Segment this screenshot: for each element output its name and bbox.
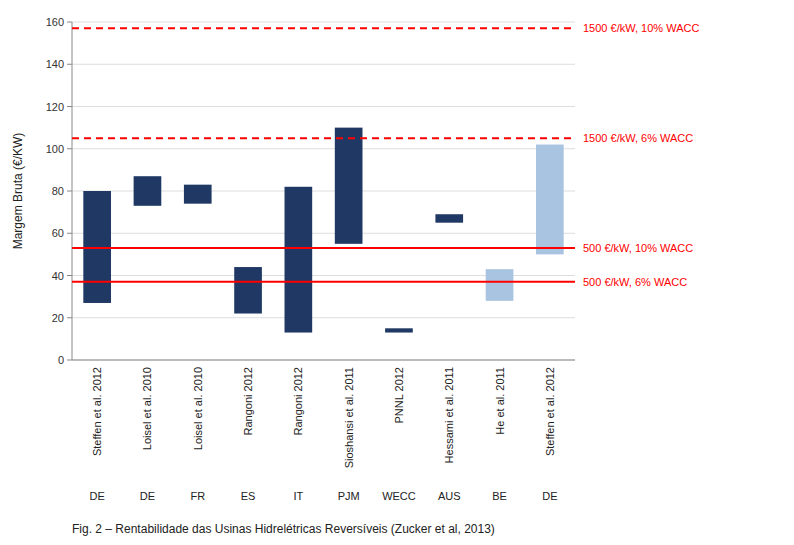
- bar: [184, 185, 212, 204]
- category-label: Sioshansi et al. 2011: [343, 367, 355, 468]
- reference-label: 1500 €/kW, 10% WACC: [583, 22, 699, 34]
- category-label: He et al. 2011: [494, 367, 506, 435]
- bar: [335, 128, 363, 244]
- tick-label: 160: [46, 16, 64, 28]
- category-label: Steffen et al. 2012: [544, 367, 556, 456]
- bar: [536, 145, 564, 255]
- reference-label: 500 €/kW, 6% WACC: [583, 276, 687, 288]
- reference-label: 500 €/kW, 10% WACC: [583, 242, 693, 254]
- subcategory-label: IT: [293, 490, 303, 502]
- grid-line: [72, 106, 575, 107]
- caption: Fig. 2 – Rentabilidade das Usinas Hidrel…: [72, 522, 495, 536]
- reference-label: 1500 €/kW, 6% WACC: [583, 132, 693, 144]
- tick-mark: [67, 64, 72, 65]
- chart: 020406080100120140160500 €/kW, 10% WACC5…: [0, 0, 794, 545]
- tick-label: 0: [58, 354, 64, 366]
- tick-mark: [67, 360, 72, 361]
- category-label: Loisel et al. 2010: [141, 367, 153, 450]
- subcategory-label: DE: [90, 490, 105, 502]
- tick-mark: [67, 191, 72, 192]
- subcategory-label: AUS: [438, 490, 461, 502]
- bar: [486, 269, 514, 301]
- subcategory-label: BE: [492, 490, 507, 502]
- bar: [83, 191, 111, 303]
- category-label: Rangoni 2012: [242, 367, 254, 436]
- tick-label: 80: [52, 185, 64, 197]
- bar: [134, 176, 162, 206]
- tick-label: 40: [52, 270, 64, 282]
- bar: [285, 187, 313, 333]
- tick-label: 60: [52, 227, 64, 239]
- bar: [435, 214, 463, 222]
- grid-line: [72, 22, 575, 23]
- tick-mark: [67, 317, 72, 318]
- x-axis: Steffen et al. 2012 Loisel et al. 2010 Loi…: [90, 367, 558, 502]
- grid-line: [72, 148, 575, 149]
- tick-label: 120: [46, 101, 64, 113]
- reference-line: [72, 281, 575, 283]
- subcategory-label: WECC: [382, 490, 416, 502]
- category-label: Rangoni 2012: [292, 367, 304, 436]
- grid-line: [72, 64, 575, 65]
- reference-line: [72, 247, 575, 249]
- reference-labels: 500 €/kW, 10% WACC 500 €/kW, 6% WACC 1500 …: [583, 22, 699, 288]
- tick-label: 100: [46, 143, 64, 155]
- bar: [385, 328, 413, 332]
- subcategory-label: FR: [190, 490, 205, 502]
- bar: [234, 267, 262, 313]
- x-axis-line: [72, 360, 575, 361]
- reference-lines: [72, 28, 575, 282]
- y-axis-line: [72, 22, 73, 360]
- subcategory-label: ES: [241, 490, 256, 502]
- y-axis: 0 20 40 60 80 100 120 140 160: [46, 16, 72, 366]
- grid-line: [72, 233, 575, 234]
- tick-label: 140: [46, 58, 64, 70]
- bars: [83, 128, 563, 333]
- reference-line: [72, 137, 575, 139]
- grid-line: [72, 360, 575, 361]
- tick-mark: [67, 233, 72, 234]
- reference-line: [72, 27, 575, 29]
- subcategory-label: DE: [140, 490, 155, 502]
- tick-mark: [67, 148, 72, 149]
- tick-mark: [67, 22, 72, 23]
- grid: [72, 22, 575, 360]
- category-label: Steffen et al. 2012: [91, 367, 103, 456]
- category-label: PNNL 2012: [393, 367, 405, 423]
- subcategory-label: PJM: [338, 490, 360, 502]
- grid-line: [72, 317, 575, 318]
- category-label: Hessami et al. 2011: [443, 367, 455, 463]
- tick-mark: [67, 106, 72, 107]
- category-label: Loisel et al. 2010: [192, 367, 204, 450]
- tick-label: 20: [52, 312, 64, 324]
- y-axis-title: Margem Bruta (€/KW): [11, 133, 25, 250]
- tick-mark: [67, 275, 72, 276]
- subcategory-label: DE: [542, 490, 557, 502]
